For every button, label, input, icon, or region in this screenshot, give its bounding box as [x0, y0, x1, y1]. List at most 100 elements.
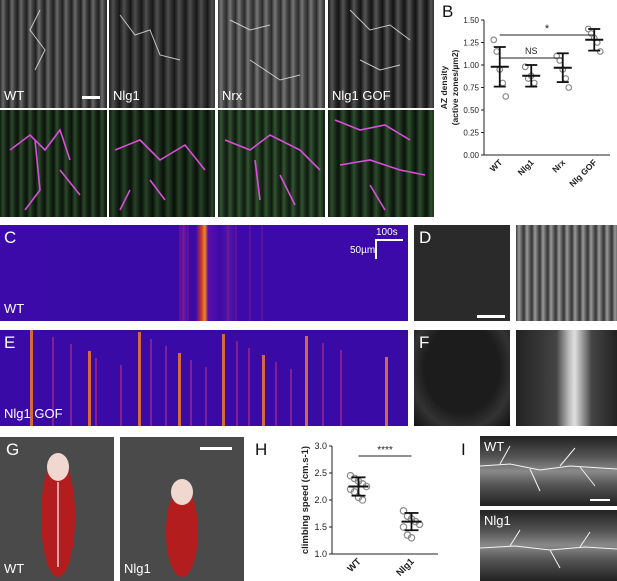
panel-e-letter: E [4, 333, 16, 352]
panel-b-letter: B [442, 2, 454, 21]
panel-i-nlg1-image: Nlg1 [480, 510, 617, 581]
panel-f-letter: F [419, 333, 430, 352]
y-tick-label: 1.5 [314, 522, 327, 532]
y-tick-label: 0.50 [463, 106, 479, 115]
data-point [490, 36, 498, 44]
activity-streak [290, 369, 292, 426]
panel-c-activity-streaks [179, 225, 263, 321]
activity-streak [150, 339, 152, 426]
y-tick-label: 2.5 [314, 468, 327, 478]
data-point [399, 507, 408, 515]
data-point [499, 79, 507, 87]
x-category-label: WT [345, 556, 363, 574]
activity-streak [205, 367, 207, 426]
panel-e-activity-streaks [30, 330, 388, 426]
activity-streak [70, 344, 72, 426]
activity-streak [248, 348, 250, 426]
data-point [407, 534, 416, 542]
panel-i-wt-image: WT [480, 436, 617, 506]
data-point [399, 523, 408, 531]
activity-streak [88, 351, 91, 426]
y-tick-label: 0.25 [463, 129, 479, 138]
panel-c-scale-bar-vertical [375, 239, 377, 259]
activity-streak [138, 332, 141, 426]
y-tick-label: 1.25 [463, 39, 479, 48]
activity-streak [322, 343, 324, 426]
panel-c-scale-length: 50µm [350, 245, 376, 256]
x-category-label: Nlg1 [394, 556, 417, 579]
panel-c-letter: C [4, 228, 17, 247]
activity-streak [305, 336, 308, 426]
data-point [556, 57, 564, 64]
y-tick-label: 2.0 [314, 495, 327, 505]
significance-label-star: * [545, 23, 550, 35]
panel-c-label-wt: WT [4, 301, 25, 316]
data-point [596, 48, 604, 55]
activity-streak [275, 362, 277, 426]
panel-b-chart: 0.00 0.25 0.50 0.75 1.00 1.25 1.50 WT Nlg1 Nrx Nlg… [440, 16, 610, 189]
panel-a-nrx-muscle-image: Nrx [218, 0, 325, 108]
panel-g-fly-nlg1-image: Nlg1 [120, 437, 244, 581]
panel-d-image-right [516, 225, 617, 321]
panel-a-nlg1-muscle-image: Nlg1 [109, 0, 215, 108]
significance-label-ns: NS [525, 46, 538, 56]
panel-i-label-wt: WT [484, 439, 505, 454]
panel-g-fly-nlg1-drawing [166, 479, 198, 577]
panel-c-calcium-kymograph-wt: WT 100s 50µm [0, 225, 408, 321]
y-tick-label: 0.00 [463, 151, 479, 160]
x-category-label: WT [488, 157, 505, 174]
panel-e-label-nlg1-gof: Nlg1 GOF [4, 406, 63, 421]
panel-i-wt-nerve-drawing [480, 445, 617, 492]
x-category-label: Nlg GOF [567, 157, 598, 188]
panel-i-letter: I [461, 440, 466, 459]
panel-i-label-nlg1: Nlg1 [484, 513, 511, 528]
panel-a-label-nlg1: Nlg1 [113, 88, 140, 103]
panel-g-label-wt: WT [4, 561, 25, 576]
y-axis-label: AZ density(active zones/µm2) [440, 49, 460, 125]
panel-a-wt-merge-image [0, 110, 107, 217]
y-tick-label: 3.0 [314, 441, 327, 451]
panel-a-nlg1-gof-muscle-image: Nlg1 GOF [328, 0, 434, 108]
panel-h-chart: 1.0 1.5 2.0 2.5 3.0 WT Nlg1 climbing speed (cm.… [300, 441, 438, 579]
data-point [502, 93, 510, 100]
panel-f-image-right [516, 330, 617, 426]
panel-a-scale-bar [82, 96, 100, 99]
activity-streak [236, 341, 238, 426]
y-tick-label: 0.75 [463, 84, 479, 93]
activity-streak [385, 357, 388, 426]
panel-g-scale-bar [200, 447, 232, 450]
activity-streak [178, 353, 181, 426]
data-point [562, 75, 570, 82]
panel-c-scale-time: 100s [376, 227, 398, 238]
panel-h-letter: H [255, 440, 268, 459]
panel-d-image-left [414, 225, 510, 321]
activity-streak [262, 355, 265, 426]
panel-d-scale-bar [477, 315, 505, 318]
panel-g-label-nlg1: Nlg1 [124, 561, 151, 576]
panel-a-label-wt: WT [4, 88, 25, 103]
panel-g-fly-wt-drawing [41, 453, 75, 577]
activity-streak [190, 360, 192, 426]
panel-a-nerve-traces [9, 9, 426, 211]
activity-streak [165, 346, 167, 426]
panel-a-nrx-merge-image [218, 110, 325, 217]
y-tick-label: 1.00 [463, 61, 479, 70]
x-category-label: Nlg1 [516, 157, 536, 177]
activity-streak [95, 358, 97, 426]
panel-a-wt-muscle-image: WT [0, 0, 107, 108]
data-point [493, 48, 501, 55]
panel-f-image-left [414, 330, 510, 426]
data-point [521, 63, 529, 71]
panel-a-nlg1-merge-image [109, 110, 215, 217]
significance-label: **** [377, 445, 393, 456]
activity-streak [120, 365, 122, 426]
panel-g-letter: G [6, 440, 20, 459]
activity-streak [52, 337, 54, 426]
activity-streak [30, 330, 33, 426]
panel-i-scale-bar [590, 499, 610, 501]
panel-e-calcium-kymograph-nlg1-gof: Nlg1 GOF [0, 330, 408, 426]
panel-a-label-nlg1-gof: Nlg1 GOF [332, 88, 391, 103]
activity-streak [222, 334, 225, 426]
y-tick-label: 1.0 [314, 549, 327, 559]
data-point [530, 79, 538, 87]
